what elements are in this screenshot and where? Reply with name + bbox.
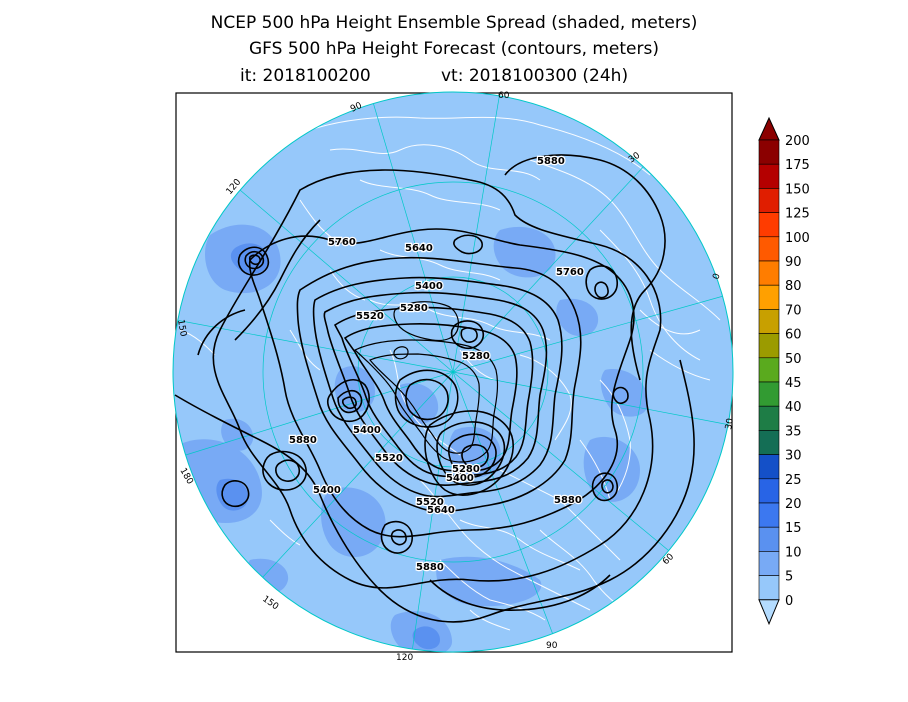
contour-label: 5520	[375, 453, 403, 464]
contour-label: 5280	[462, 351, 490, 362]
colorbar-label: 40	[785, 400, 802, 415]
colorbar-label: 10	[785, 545, 802, 560]
contour-labels: 5880576056405400528055205280540058805400…	[288, 155, 585, 575]
meridian-label: 150	[175, 319, 188, 338]
contour-label: 5640	[427, 505, 455, 516]
colorbar-swatch	[758, 502, 780, 528]
contour-label: 5400	[353, 425, 381, 436]
map-boundary	[172, 91, 734, 653]
height-contours-inner	[353, 301, 499, 463]
contour-label: 5880	[289, 435, 317, 446]
contour-label: 5280	[452, 464, 480, 475]
colorbar-label: 25	[785, 473, 802, 488]
colorbar-label: 0	[785, 594, 793, 609]
colorbar-swatch	[758, 139, 780, 165]
meridian-label: 0	[711, 272, 722, 281]
contour-label: 5880	[554, 495, 582, 506]
colorbar-label: 60	[785, 328, 802, 343]
colorbar-swatch	[758, 381, 780, 407]
meridian-label: 30	[724, 417, 736, 430]
colorbar-swatch	[758, 551, 780, 576]
contour-label: 5760	[556, 267, 584, 278]
colorbar-swatch	[758, 309, 780, 334]
contour-label: 5400	[415, 281, 443, 292]
colorbar-swatch	[758, 357, 780, 383]
contour-label: 5400	[313, 485, 341, 496]
colorbar-label: 20	[785, 497, 802, 512]
contour-label: 5520	[416, 497, 444, 508]
contour-label: 5880	[537, 156, 565, 167]
colorbar-label: 15	[785, 521, 802, 536]
init-time: it: 2018100200	[240, 66, 371, 86]
colorbar-swatch	[758, 405, 780, 431]
colorbar-label: 35	[785, 424, 802, 439]
meridian-label: 120	[396, 653, 413, 663]
colorbar-swatch	[758, 284, 780, 310]
colorbar-label: 45	[785, 376, 802, 391]
colorbar-label: 100	[785, 231, 810, 246]
colorbar-swatch	[758, 260, 780, 286]
colorbar-label: 70	[785, 303, 802, 318]
colorbar-swatch	[758, 163, 780, 189]
colorbar-label: 50	[785, 352, 802, 367]
colorbar-swatch	[758, 333, 780, 359]
colorbar-label: 80	[785, 279, 802, 294]
colorbar: 2001751501251009080706050454035302520151…	[758, 116, 810, 626]
colorbar-swatch	[758, 212, 780, 238]
meridian-label: 60	[498, 91, 510, 101]
colorbar-swatch	[758, 526, 780, 552]
colorbar-label: 125	[785, 207, 810, 222]
colorbar-swatch	[758, 188, 780, 213]
colorbar-max-arrow	[758, 116, 780, 141]
colorbar-label: 175	[785, 158, 810, 173]
valid-time: vt: 2018100300 (24h)	[441, 66, 629, 86]
chart-title-line2: GFS 500 hPa Height Forecast (contours, m…	[249, 39, 659, 59]
colorbar-label: 5	[785, 570, 793, 585]
contour-label: 5400	[446, 473, 474, 484]
contour-label: 5760	[328, 237, 356, 248]
meridian-label: 90	[349, 101, 364, 115]
colorbar-swatch	[758, 575, 780, 601]
contour-label: 5640	[405, 243, 433, 254]
colorbar-label: 200	[785, 134, 810, 149]
contour-label: 5880	[416, 562, 444, 573]
colorbar-label: 90	[785, 255, 802, 270]
colorbar-label: 30	[785, 449, 802, 464]
meridian-label: 90	[546, 641, 558, 651]
height-contours	[174, 154, 695, 623]
colorbar-swatch	[758, 236, 780, 262]
colorbar-swatch	[758, 478, 780, 504]
colorbar-swatch	[758, 430, 780, 455]
colorbar-min-arrow	[758, 599, 780, 626]
colorbar-swatch	[758, 454, 780, 480]
graticule	[175, 92, 731, 652]
contour-label: 5280	[400, 303, 428, 314]
colorbar-label: 150	[785, 182, 810, 197]
chart-title-line1: NCEP 500 hPa Height Ensemble Spread (sha…	[210, 13, 698, 33]
contour-label: 5520	[356, 311, 384, 322]
